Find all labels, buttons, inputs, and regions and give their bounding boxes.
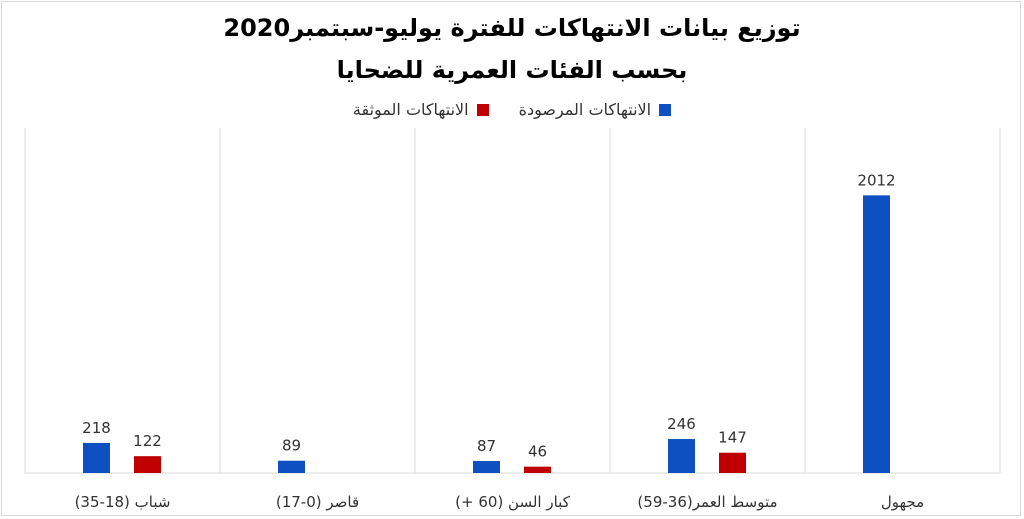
bar: [863, 195, 890, 473]
bar: [524, 466, 551, 473]
legend-swatch-documented: [476, 103, 489, 116]
x-tick-label: كبار السن (60 +): [455, 493, 571, 511]
legend-label-observed: الانتهاكات المرصودة: [518, 100, 652, 119]
bar: [473, 460, 500, 473]
data-label: 147: [718, 429, 747, 447]
data-label: 218: [82, 419, 111, 437]
legend-item-observed: الانتهاكات المرصودة: [519, 100, 672, 119]
data-label: 89: [282, 437, 301, 455]
x-tick-label: قاصر (0-17): [276, 493, 359, 511]
bar: [719, 452, 746, 473]
bar: [278, 460, 305, 473]
data-label: 246: [667, 415, 696, 433]
legend-label-documented: الانتهاكات الموثقة: [352, 100, 469, 119]
data-label: 87: [477, 437, 496, 455]
legend-swatch-observed: [659, 103, 672, 116]
x-tick-label: مجهول: [881, 493, 924, 511]
bar: [668, 439, 695, 473]
bar: [83, 442, 110, 473]
data-label: 122: [133, 432, 162, 450]
legend-item-documented: الانتهاكات الموثقة: [353, 100, 489, 119]
bar: [134, 456, 161, 473]
legend: الانتهاكات المرصودة الانتهاكات الموثقة: [0, 100, 1024, 119]
data-label: 2012: [857, 171, 895, 189]
x-tick-label: شباب (18-35): [75, 493, 171, 511]
chart-title: توزيع بيانات الانتهاكات للفترة يوليو-سبت…: [223, 14, 801, 42]
chart-subtitle: بحسب الفئات العمرية للضحايا: [336, 56, 688, 84]
x-tick-label: متوسط العمر(36-59): [637, 493, 777, 511]
data-label: 46: [528, 443, 547, 461]
